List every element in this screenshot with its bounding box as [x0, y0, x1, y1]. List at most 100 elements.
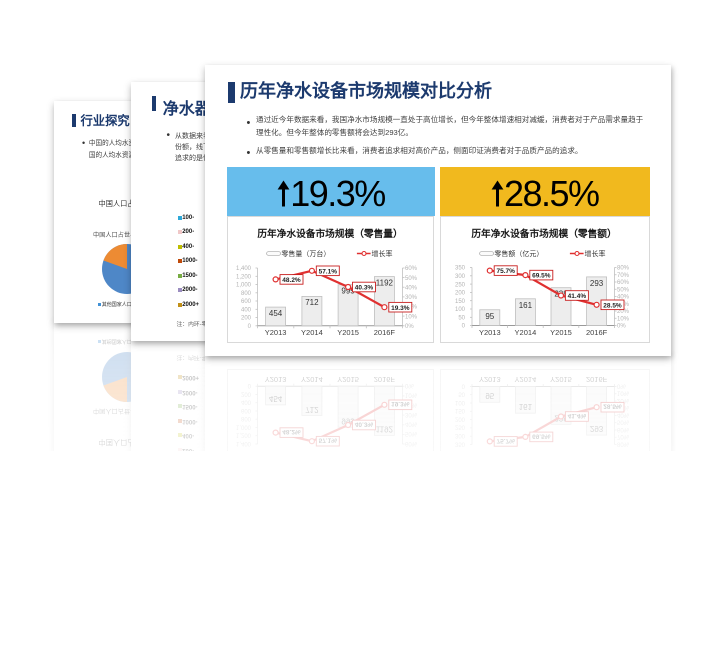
svg-text:50%: 50%: [405, 276, 418, 282]
svg-text:995: 995: [341, 417, 355, 426]
svg-text:60%: 60%: [405, 266, 418, 272]
svg-text:200: 200: [455, 415, 466, 421]
svg-text:300: 300: [455, 274, 466, 280]
svg-text:600: 600: [241, 407, 252, 413]
svg-text:2016F: 2016F: [586, 328, 608, 337]
svg-text:100: 100: [455, 399, 466, 405]
svg-text:Y2013: Y2013: [265, 328, 287, 337]
svg-text:200: 200: [241, 316, 252, 322]
svg-text:293: 293: [590, 424, 604, 433]
svg-text:50%: 50%: [617, 288, 630, 294]
svg-text:150: 150: [455, 407, 466, 413]
svg-text:1192: 1192: [376, 425, 394, 434]
svg-text:69.5%: 69.5%: [532, 273, 551, 280]
svg-text:20%: 20%: [405, 401, 418, 407]
svg-text:161: 161: [519, 402, 533, 411]
svg-text:95: 95: [485, 312, 494, 321]
svg-text:200: 200: [455, 291, 466, 297]
svg-text:Y2013: Y2013: [479, 328, 501, 337]
svg-text:100: 100: [455, 307, 466, 313]
svg-text:增长率: 增长率: [372, 249, 393, 258]
svg-text:40%: 40%: [405, 421, 418, 427]
svg-text:0%: 0%: [617, 382, 626, 388]
svg-text:250: 250: [455, 282, 466, 288]
svg-text:50%: 50%: [405, 430, 418, 436]
svg-text:Y2015: Y2015: [550, 375, 572, 384]
svg-text:30%: 30%: [405, 295, 418, 301]
svg-text:0: 0: [462, 382, 466, 388]
svg-text:454: 454: [269, 394, 283, 403]
svg-text:历年净水设备市场规模（零售量）: 历年净水设备市场规模（零售量）: [257, 227, 402, 240]
svg-text:712: 712: [305, 298, 319, 307]
svg-text:712: 712: [305, 405, 319, 414]
svg-text:历年净水设备市场规模（零售量）: 历年净水设备市场规模（零售量）: [257, 472, 402, 485]
svg-text:80%: 80%: [617, 266, 630, 272]
svg-text:50%: 50%: [617, 419, 630, 425]
svg-text:41.4%: 41.4%: [568, 293, 587, 300]
svg-text:10%: 10%: [617, 390, 630, 396]
svg-text:1,200: 1,200: [236, 275, 252, 281]
svg-text:30%: 30%: [405, 411, 418, 417]
svg-text:0: 0: [248, 324, 252, 330]
svg-text:454: 454: [269, 309, 283, 318]
svg-text:0%: 0%: [405, 324, 414, 330]
svg-text:增长率: 增长率: [585, 249, 606, 258]
svg-text:零售量（万台）: 零售量（万台）: [281, 454, 330, 463]
svg-text:70%: 70%: [617, 273, 630, 279]
svg-text:161: 161: [519, 301, 533, 310]
svg-text:10%: 10%: [405, 392, 418, 398]
svg-text:40.3%: 40.3%: [355, 420, 374, 427]
svg-text:60%: 60%: [617, 426, 630, 432]
svg-text:350: 350: [455, 266, 466, 272]
svg-text:400: 400: [241, 399, 252, 405]
svg-text:1,400: 1,400: [236, 266, 252, 272]
svg-text:0: 0: [248, 382, 252, 388]
svg-text:Y2014: Y2014: [301, 375, 323, 384]
svg-text:60%: 60%: [617, 280, 630, 286]
svg-text:40%: 40%: [405, 285, 418, 291]
svg-text:10%: 10%: [617, 317, 630, 323]
svg-text:40%: 40%: [617, 295, 630, 301]
svg-text:800: 800: [241, 291, 252, 297]
svg-text:350: 350: [455, 440, 466, 446]
svg-text:50: 50: [458, 391, 465, 397]
svg-text:2016F: 2016F: [374, 375, 396, 384]
svg-text:75.7%: 75.7%: [496, 268, 515, 275]
svg-text:19.3%: 19.3%: [391, 305, 410, 312]
svg-text:95: 95: [485, 391, 494, 400]
svg-text:48.2%: 48.2%: [282, 428, 301, 435]
svg-text:2016F: 2016F: [586, 375, 608, 384]
svg-text:Y2015: Y2015: [550, 328, 572, 337]
svg-text:10%: 10%: [405, 314, 418, 320]
svg-text:Y2014: Y2014: [301, 328, 323, 337]
svg-text:1,200: 1,200: [236, 432, 252, 438]
svg-text:增长率: 增长率: [372, 454, 393, 463]
svg-text:2016F: 2016F: [374, 328, 396, 337]
svg-text:Y2014: Y2014: [515, 375, 537, 384]
svg-text:600: 600: [241, 299, 252, 305]
svg-text:57.1%: 57.1%: [319, 437, 338, 444]
svg-text:50: 50: [458, 316, 465, 322]
svg-text:Y2013: Y2013: [265, 375, 287, 384]
svg-text:300: 300: [455, 432, 466, 438]
svg-text:增长率: 增长率: [585, 454, 606, 463]
svg-text:40%: 40%: [617, 411, 630, 417]
svg-text:0%: 0%: [405, 382, 414, 388]
svg-text:995: 995: [341, 287, 355, 296]
svg-text:Y2015: Y2015: [337, 375, 359, 384]
svg-text:48.2%: 48.2%: [282, 277, 301, 284]
svg-text:800: 800: [241, 415, 252, 421]
svg-text:20%: 20%: [617, 309, 630, 315]
svg-text:28.5%: 28.5%: [603, 403, 622, 410]
svg-text:400: 400: [241, 308, 252, 314]
svg-text:60%: 60%: [405, 440, 418, 446]
svg-text:41.4%: 41.4%: [568, 412, 587, 419]
svg-text:零售额（亿元）: 零售额（亿元）: [494, 249, 543, 258]
svg-text:80%: 80%: [617, 440, 630, 446]
svg-text:Y2013: Y2013: [479, 375, 501, 384]
svg-text:75.7%: 75.7%: [496, 437, 515, 444]
svg-text:150: 150: [455, 299, 466, 305]
svg-text:293: 293: [590, 279, 604, 288]
svg-text:零售额（亿元）: 零售额（亿元）: [494, 454, 543, 463]
svg-text:30%: 30%: [617, 404, 630, 410]
